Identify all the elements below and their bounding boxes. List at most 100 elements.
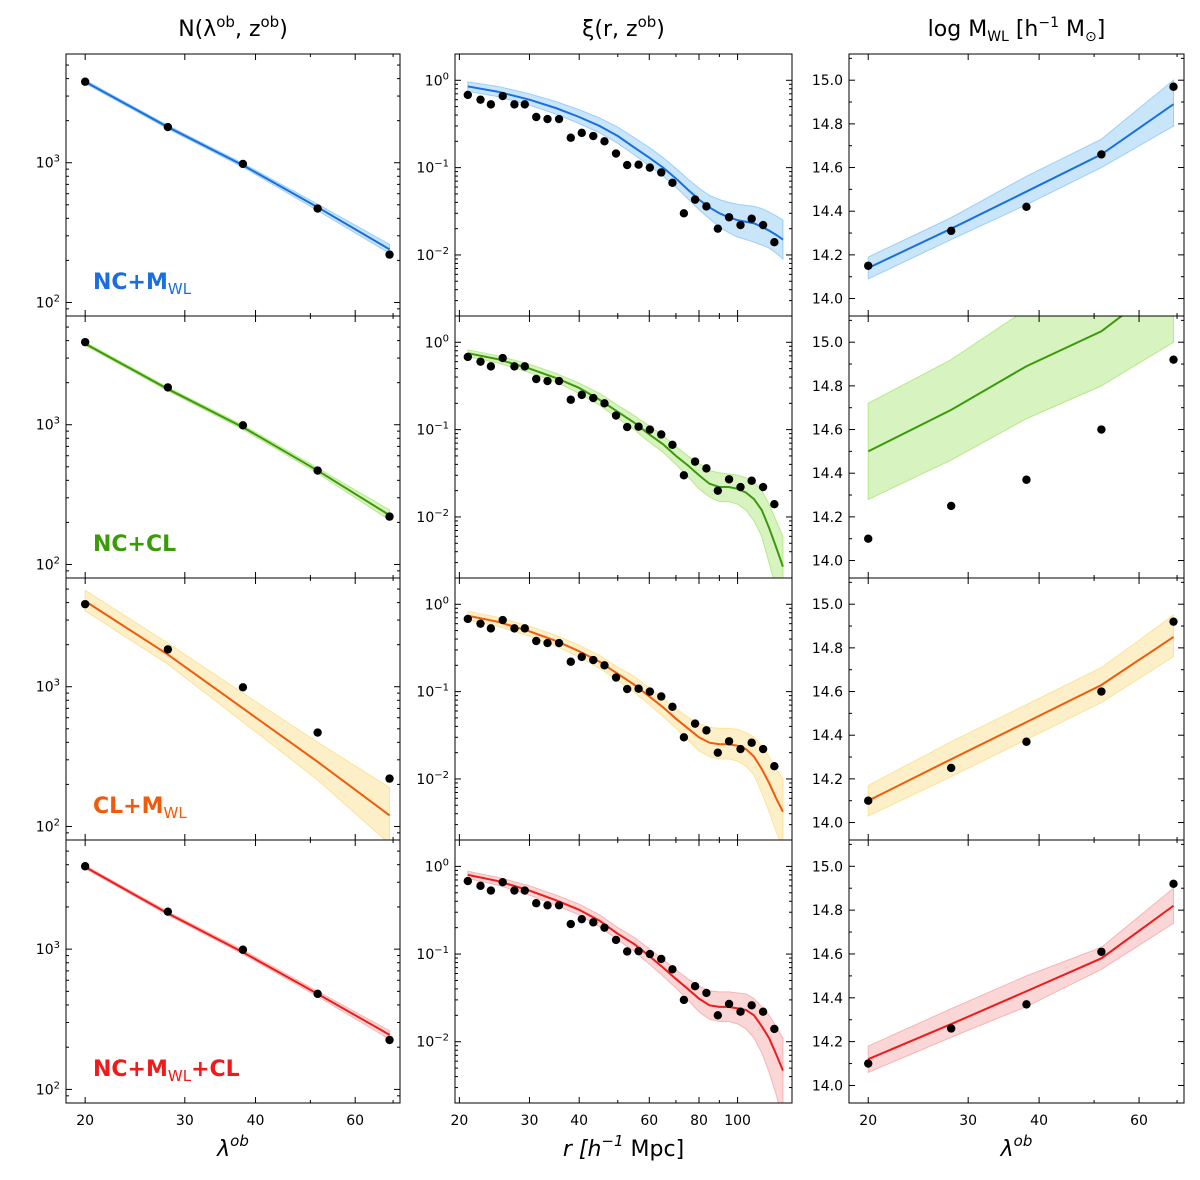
- data-point: [1169, 82, 1178, 91]
- data-point: [600, 399, 609, 408]
- model-line: [867, 904, 1175, 1061]
- panel-number-counts-row-2: 102 103: [36, 315, 401, 579]
- data-point: [520, 362, 529, 371]
- y-tick-label: 10−2: [416, 770, 449, 788]
- y-tick-label: 103: [36, 678, 60, 696]
- y-tick-label: 14.2: [812, 1035, 843, 1051]
- data-point: [622, 422, 632, 432]
- data-point: [566, 395, 575, 404]
- uncertainty-band: [84, 589, 391, 840]
- data-point: [385, 1035, 394, 1045]
- data-point: [80, 599, 90, 609]
- model-line: [467, 352, 784, 567]
- data-point: [532, 636, 541, 646]
- data-point: [634, 684, 643, 693]
- data-point: [566, 133, 575, 142]
- data-point: [510, 624, 519, 633]
- data-point: [1022, 1000, 1031, 1009]
- plot-area: [80, 862, 394, 1045]
- y-tick-label: 14.8: [812, 117, 843, 133]
- data-point: [736, 220, 745, 230]
- data-point: [690, 719, 700, 728]
- data-point: [589, 393, 598, 403]
- data-point: [600, 661, 609, 670]
- data-point: [577, 128, 586, 138]
- x-tick-label: 20: [450, 1113, 468, 1129]
- data-point: [645, 949, 655, 959]
- x-tick-label: 40: [247, 1113, 265, 1129]
- model-line: [467, 614, 784, 813]
- data-point: [476, 95, 485, 104]
- column-title-correlation: ξ(r, zob): [582, 13, 665, 42]
- data-point: [702, 988, 711, 998]
- model-line: [867, 316, 1124, 453]
- data-point: [532, 899, 541, 908]
- y-tick-label: 10−1: [416, 945, 449, 963]
- data-point: [163, 907, 173, 916]
- y-tick-label: 14.2: [812, 510, 843, 526]
- y-tick-label: 10−2: [416, 246, 449, 264]
- data-point: [864, 796, 873, 805]
- data-point: [758, 744, 768, 754]
- panel-weak-lensing-mass-row-3: 14.0 14.2 14.4 14.6 14.8 15.0: [812, 577, 1185, 841]
- data-point: [1097, 150, 1106, 159]
- plot-area: [864, 316, 1178, 543]
- data-point: [690, 981, 700, 991]
- y-tick-label: 14.0: [812, 1078, 843, 1094]
- data-point: [486, 100, 496, 109]
- x-tick-label: 40: [570, 1113, 588, 1129]
- data-point: [577, 652, 586, 662]
- data-point: [736, 744, 745, 754]
- data-point: [498, 615, 507, 625]
- data-point: [690, 457, 700, 466]
- plot-area: [864, 79, 1178, 280]
- data-point: [238, 159, 248, 169]
- axes-frame: [848, 839, 1185, 1104]
- x-tick-label: 60: [640, 1113, 658, 1129]
- y-tick-label: 14.4: [812, 204, 843, 220]
- data-point: [80, 337, 90, 347]
- x-tick-label: 30: [521, 1113, 539, 1129]
- y-tick-label: 14.0: [812, 292, 843, 308]
- column-title-number-counts: N(λob, zob): [178, 13, 288, 42]
- y-tick-label: 15.0: [812, 597, 843, 613]
- uncertainty-band: [467, 349, 784, 578]
- axes-frame: [65, 839, 401, 1104]
- data-point: [634, 946, 643, 956]
- data-point: [770, 761, 779, 771]
- data-point: [611, 935, 621, 945]
- data-point: [622, 684, 632, 694]
- data-point: [520, 886, 529, 895]
- data-point: [463, 352, 473, 362]
- y-tick-label: 15.0: [812, 859, 843, 875]
- data-point: [864, 534, 873, 543]
- data-point: [463, 876, 473, 886]
- data-point: [566, 919, 575, 929]
- data-point: [611, 149, 621, 158]
- y-tick-label: 100: [425, 71, 449, 89]
- data-point: [657, 430, 666, 439]
- y-tick-label: 100: [425, 857, 449, 875]
- model-line: [84, 600, 391, 817]
- data-point: [577, 390, 586, 400]
- data-point: [589, 918, 598, 927]
- x-axis-label-3: λob: [1000, 1132, 1033, 1162]
- y-tick-label: 10−1: [416, 159, 449, 177]
- data-point: [668, 178, 677, 188]
- x-tick-label: 20: [859, 1113, 877, 1129]
- plot-area: [80, 589, 394, 840]
- plot-area: [864, 614, 1178, 817]
- data-point: [622, 947, 632, 956]
- y-tick-label: 14.6: [812, 685, 843, 701]
- data-point: [498, 353, 507, 363]
- data-point: [747, 476, 756, 485]
- x-tick-label: 100: [724, 1113, 751, 1129]
- y-tick-label: 14.8: [812, 903, 843, 919]
- uncertainty-band: [467, 81, 784, 261]
- y-tick-label: 10−1: [416, 683, 449, 701]
- data-point: [946, 501, 956, 511]
- data-point: [724, 999, 734, 1009]
- data-point: [510, 886, 519, 895]
- y-tick-label: 14.6: [812, 161, 843, 177]
- y-tick-label: 102: [36, 555, 60, 573]
